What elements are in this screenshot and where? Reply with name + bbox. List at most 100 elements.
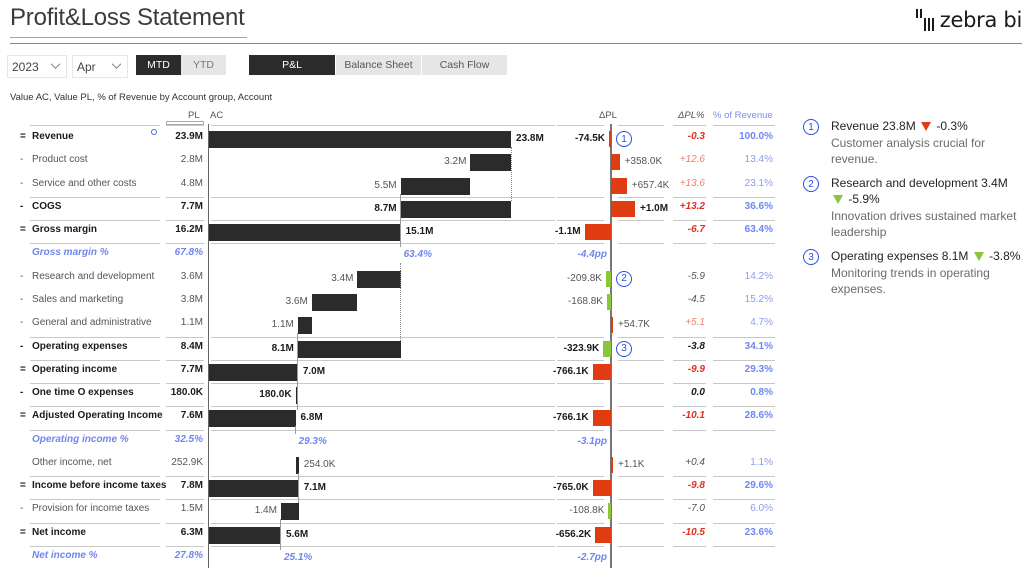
row-delta-pct: -4.5 (687, 293, 705, 305)
ac-bar-label: 7.0M (302, 365, 326, 377)
ac-bar-label: 180.0K (259, 389, 292, 401)
delta-bar-negative[interactable] (608, 503, 611, 520)
comment-2[interactable]: 2 Research and development 3.4M -5.9% In… (803, 175, 1023, 240)
waterfall-connector (298, 472, 300, 504)
table-row[interactable]: Net income % 27.8% (0, 547, 780, 570)
row-separator (557, 546, 604, 548)
table-row[interactable]: - General and administrative 1.1M +5.1 4.7% (0, 314, 780, 337)
ac-bar-label: 3.6M (285, 295, 308, 307)
delta-bar-positive[interactable] (611, 200, 635, 217)
page-title: Profit&Loss Statement (10, 4, 245, 31)
comment-marker-3[interactable]: 3 (616, 340, 632, 357)
ac-bar[interactable] (297, 317, 312, 335)
ac-bar[interactable] (209, 363, 298, 381)
ytd-toggle[interactable]: YTD (181, 55, 226, 75)
ac-bar[interactable] (209, 224, 401, 242)
row-separator (713, 383, 775, 385)
ac-bar[interactable] (297, 340, 401, 358)
delta-bar-positive[interactable] (611, 154, 620, 171)
row-separator (557, 522, 604, 524)
ac-bar-label: 15.1M (405, 226, 434, 238)
delta-bar-positive[interactable] (611, 317, 613, 334)
ac-bar[interactable] (400, 200, 511, 218)
tab-balance-sheet[interactable]: Balance Sheet (336, 55, 421, 75)
waterfall-connector (297, 333, 299, 411)
year-dropdown[interactable]: 2023 (7, 55, 67, 78)
ac-bar[interactable] (209, 410, 296, 428)
delta-bar-negative[interactable] (609, 131, 611, 147)
row-pl-value: 27.8% (174, 550, 203, 562)
row-delta-pct: -10.1 (682, 410, 705, 422)
row-pct-revenue: 100.0% (739, 131, 773, 142)
ac-bar-label: 23.8M (516, 133, 544, 144)
ac-bar-label: 254.0K (303, 458, 336, 470)
delta-bar-negative[interactable] (584, 224, 611, 241)
ac-bar[interactable] (295, 387, 298, 405)
row-separator (618, 383, 664, 385)
table-row[interactable]: - Product cost 2.8M +12.6 13.4% (0, 151, 780, 174)
ac-bar[interactable] (357, 270, 401, 288)
table-row[interactable]: = Net income 6.3M -10.5 23.6% (0, 524, 780, 547)
table-row[interactable]: = Operating income 7.7M -9.9 29.3% (0, 361, 780, 384)
ac-bar[interactable] (311, 293, 358, 311)
row-separator (166, 243, 204, 245)
delta-label: -168.8K (567, 295, 603, 307)
table-row[interactable]: - Operating expenses 8.4M -3.8 34.1% (0, 338, 780, 361)
comment-1[interactable]: 1 Revenue 23.8M -0.3% Customer analysis … (803, 118, 1023, 167)
table-row[interactable]: - Sales and marketing 3.8M -4.5 15.2% (0, 291, 780, 314)
row-sign: - (20, 293, 24, 305)
table-row[interactable]: Operating income % 32.5% (0, 431, 780, 454)
comment-marker-1[interactable]: 1 (616, 131, 632, 147)
row-pl-value: 23.9M (175, 131, 203, 142)
table-row[interactable]: - Research and development 3.6M -5.9 14.2% (0, 268, 780, 291)
row-sign: = (20, 363, 26, 375)
month-dropdown[interactable]: Apr (72, 55, 128, 78)
table-row[interactable]: Gross margin % 67.8% (0, 244, 780, 267)
row-pct-revenue: 13.4% (744, 154, 773, 166)
delta-bar-negative[interactable] (592, 363, 611, 380)
delta-bar-positive[interactable] (611, 177, 627, 194)
row-separator (673, 406, 706, 408)
mtd-toggle[interactable]: MTD (136, 55, 181, 75)
row-separator (673, 499, 706, 501)
table-row[interactable]: - One time O expenses 180.0K 0.0 0.8% (0, 384, 780, 407)
row-sign: = (20, 224, 26, 236)
comment-title: Operating expenses 8.1M (831, 249, 969, 263)
ac-percent-label: 25.1% (283, 552, 313, 564)
ac-axis (208, 124, 209, 568)
delta-bar-negative[interactable] (603, 340, 611, 357)
table-row[interactable]: = Income before income taxes 7.8M -9.8 29.6% (0, 477, 780, 500)
tab-pl[interactable]: P&L (249, 55, 335, 75)
delta-bar-positive[interactable] (611, 456, 613, 473)
row-separator (30, 476, 160, 478)
ac-bar[interactable] (400, 177, 471, 195)
ac-bar-label: 8.1M (271, 342, 294, 354)
table-row[interactable]: - COGS 7.7M +13.2 36.6% (0, 198, 780, 221)
table-row[interactable]: = Revenue 23.9M -0.3 100.0% (0, 128, 780, 151)
delta-bar-negative[interactable] (606, 293, 611, 310)
delta-bar-negative[interactable] (592, 410, 611, 427)
row-pct-revenue: 6.0% (750, 503, 773, 515)
delta-bar-negative[interactable] (605, 270, 611, 287)
ac-bar[interactable] (470, 154, 511, 172)
tab-cash-flow[interactable]: Cash Flow (422, 55, 507, 75)
table-row[interactable]: = Adjusted Operating Income 7.6M -10.1 28.6% (0, 407, 780, 430)
ac-bar[interactable] (295, 456, 299, 474)
ac-bar[interactable] (209, 526, 281, 544)
ac-bar[interactable] (209, 131, 512, 148)
row-delta-pct: +5.1 (685, 317, 705, 329)
row-separator (713, 476, 775, 478)
row-separator (673, 196, 706, 198)
row-pl-value: 32.5% (174, 433, 203, 445)
ac-bar[interactable] (209, 480, 299, 498)
table-row[interactable]: - Provision for income taxes 1.5M -7.0 6.0% (0, 500, 780, 523)
delta-bar-negative[interactable] (595, 526, 611, 543)
comment-marker-2[interactable]: 2 (616, 270, 632, 287)
row-separator (30, 429, 160, 431)
table-row[interactable]: Other income, net 252.9K +0.4 1.1% (0, 454, 780, 477)
delta-bar-negative[interactable] (592, 480, 611, 497)
table-row[interactable]: = Gross margin 16.2M -6.7 63.4% (0, 221, 780, 244)
comment-3[interactable]: 3 Operating expenses 8.1M -3.8% Monitori… (803, 248, 1023, 297)
table-row[interactable]: - Service and other costs 4.8M +13.6 23.1% (0, 175, 780, 198)
ac-bar[interactable] (280, 503, 299, 521)
